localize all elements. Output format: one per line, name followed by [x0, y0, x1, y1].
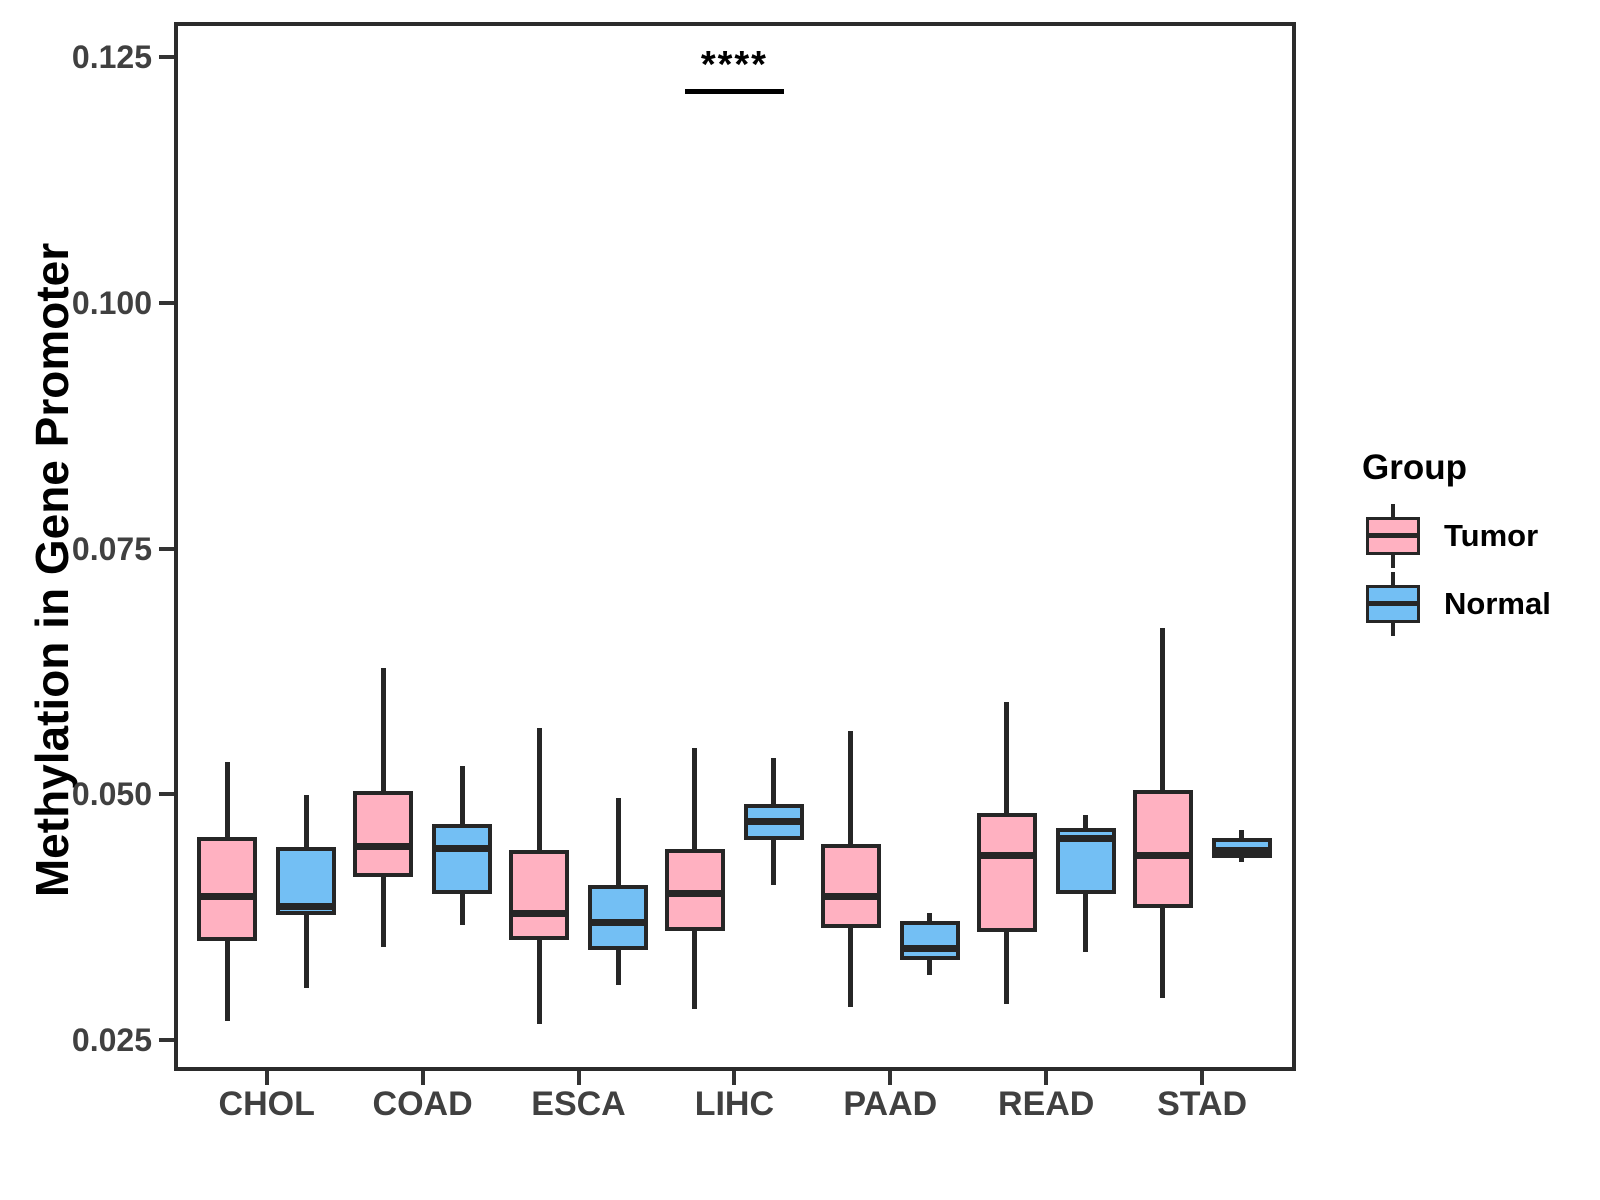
y-tick-label-0.125: 0.125 [71, 39, 152, 75]
median-CHOL-tumor [197, 892, 258, 900]
legend-key-normal-boxplot-icon [1358, 570, 1428, 638]
x-tick-label-LIHC: LIHC [694, 1085, 775, 1123]
median-CHOL-normal [276, 902, 337, 910]
legend-item-label: Normal [1444, 586, 1551, 621]
x-tick-LIHC [732, 1071, 737, 1085]
legend-title: Group [1362, 448, 1467, 487]
significance-stars: **** [700, 43, 768, 86]
y-tick-0.050 [159, 792, 174, 797]
median-PAAD-tumor [820, 892, 881, 900]
x-tick-label-ESCA: ESCA [531, 1085, 626, 1123]
median-READ-normal [1055, 834, 1116, 842]
median-STAD-tumor [1132, 851, 1193, 859]
median-LIHC-tumor [664, 890, 725, 898]
box-COAD-tumor [353, 791, 414, 877]
y-tick-0.125 [159, 55, 174, 59]
x-tick-STAD [1200, 1071, 1205, 1085]
median-READ-tumor [976, 851, 1037, 859]
x-tick-COAD [420, 1071, 425, 1085]
median-PAAD-normal [899, 945, 960, 953]
box-PAAD-normal [899, 921, 960, 961]
legend-key-median [1366, 533, 1420, 538]
y-tick-0.075 [159, 546, 174, 551]
box-READ-tumor [976, 812, 1037, 932]
x-tick-label-PAAD: PAAD [843, 1085, 938, 1123]
x-tick-CHOL [264, 1071, 269, 1085]
x-tick-READ [1044, 1071, 1049, 1085]
x-tick-label-COAD: COAD [372, 1085, 473, 1123]
y-tick-label-0.050: 0.050 [71, 776, 152, 813]
y-tick-label-0.075: 0.075 [71, 530, 152, 567]
box-ESCA-tumor [509, 850, 569, 940]
y-tick-0.100 [159, 300, 174, 305]
x-tick-ESCA [576, 1071, 581, 1085]
y-tick-label-0.100: 0.100 [71, 284, 152, 321]
y-tick-label-0.025: 0.025 [71, 1022, 152, 1058]
x-tick-label-READ: READ [998, 1085, 1095, 1123]
median-COAD-tumor [353, 842, 414, 850]
legend-item-label: Tumor [1444, 518, 1539, 553]
legend-item-tumor: Tumor [1358, 502, 1551, 570]
median-ESCA-tumor [509, 909, 569, 917]
box-CHOL-tumor [197, 836, 258, 941]
median-ESCA-normal [588, 918, 648, 926]
median-COAD-normal [432, 844, 493, 852]
significance-line [684, 89, 784, 95]
median-STAD-normal [1211, 846, 1272, 854]
x-tick-label-STAD: STAD [1157, 1085, 1248, 1123]
box-ESCA-normal [588, 884, 648, 950]
x-tick-label-CHOL: CHOL [218, 1085, 315, 1123]
legend-items: Tumor Normal [1358, 502, 1551, 638]
median-LIHC-normal [743, 818, 804, 826]
legend-key-median [1366, 601, 1420, 606]
box-COAD-normal [432, 823, 493, 894]
legend-key-tumor-boxplot-icon [1358, 502, 1428, 570]
y-tick-0.025 [159, 1038, 174, 1042]
legend-item-normal: Normal [1358, 570, 1551, 638]
legend: Group Tumor Normal [1358, 448, 1551, 638]
box-PAAD-tumor [820, 844, 881, 928]
x-tick-PAAD [888, 1071, 893, 1085]
box-STAD-tumor [1132, 790, 1193, 909]
plot-panel [174, 22, 1296, 1071]
